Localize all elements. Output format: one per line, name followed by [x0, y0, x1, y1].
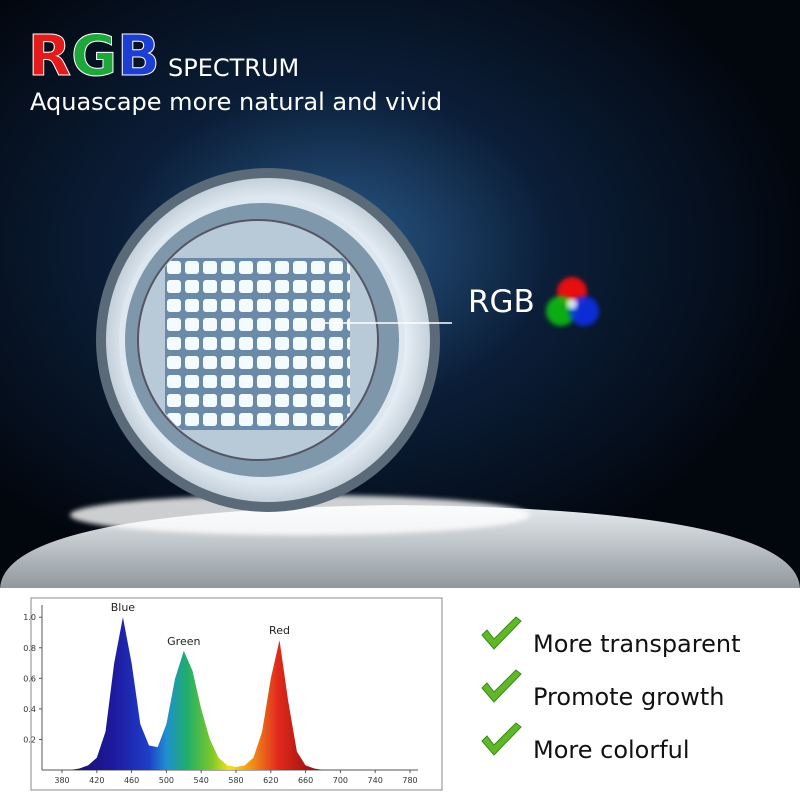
x-tick-label: 660 — [298, 776, 313, 785]
feature-text: Promote growth — [533, 683, 724, 711]
x-tick-label: 780 — [402, 776, 417, 785]
y-tick-label: 0.4 — [23, 705, 36, 714]
x-tick-label: 740 — [368, 776, 383, 785]
check-icon — [481, 669, 522, 703]
x-tick-label: 540 — [194, 776, 209, 785]
x-tick-label: 500 — [159, 776, 174, 785]
y-tick-label: 0.2 — [23, 735, 36, 744]
x-tick-label: 420 — [89, 776, 104, 785]
callout-label: RGB — [468, 284, 535, 320]
x-tick-label: 700 — [333, 776, 348, 785]
rgb-icon — [546, 277, 599, 326]
x-tick-label: 460 — [124, 776, 139, 785]
title: RGB — [28, 24, 160, 89]
peak-label: Green — [167, 635, 200, 648]
y-tick-label: 1.0 — [23, 613, 36, 622]
feature-text: More colorful — [533, 736, 690, 764]
x-tick-label: 380 — [54, 776, 69, 785]
check-icon — [481, 616, 522, 650]
peak-label: Red — [269, 624, 290, 637]
spectrum-area — [62, 617, 323, 770]
y-tick-label: 0.8 — [23, 644, 36, 653]
check-icon — [481, 722, 522, 756]
chart: 380 420 460 500 540 580 620 660 700 740 780 0.2 0.4 0… — [23, 601, 418, 785]
title-r: R — [28, 24, 71, 89]
feature-text: More transparent — [533, 630, 741, 658]
subtitle: Aquascape more natural and vivid — [30, 88, 442, 116]
title-g: G — [71, 24, 117, 89]
chart-frame — [30, 597, 443, 791]
glow — [70, 495, 530, 535]
x-tick-label: 580 — [228, 776, 243, 785]
x-tick-label: 620 — [263, 776, 278, 785]
led-array — [165, 258, 350, 430]
white-core — [566, 298, 578, 310]
peak-label: Blue — [111, 601, 136, 614]
title-rest: SPECTRUM — [168, 54, 299, 82]
title-b: B — [117, 24, 160, 89]
y-tick-label: 0.6 — [23, 674, 36, 683]
feature-list: More transparent Promote growth More color… — [481, 616, 741, 764]
